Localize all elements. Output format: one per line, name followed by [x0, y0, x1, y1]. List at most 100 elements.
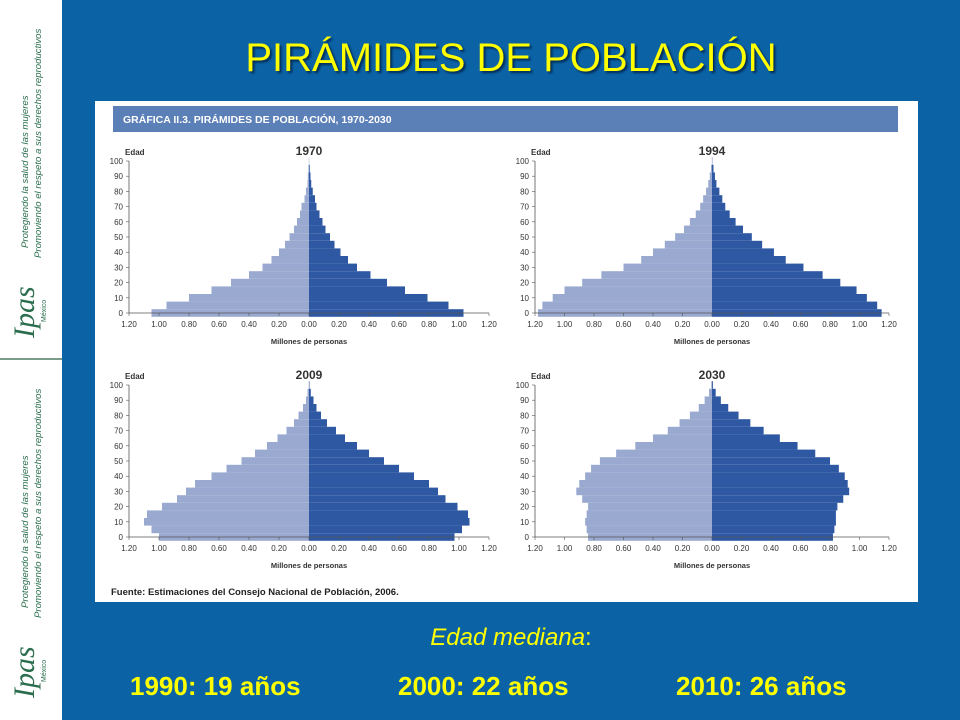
pyramid-bar-right	[712, 218, 736, 226]
pyramid-bar-left	[579, 480, 712, 488]
pyramid-bar-left	[271, 256, 309, 264]
pyramid-bar-right	[309, 263, 357, 272]
y-tick-label: 20	[114, 279, 123, 288]
pyramid-bar-left	[708, 180, 712, 188]
x-tick-label: 0.80	[421, 544, 437, 553]
pyramid-bar-left	[307, 180, 309, 188]
x-tick-label: 1.00	[451, 544, 467, 553]
pyramid-bar-left	[653, 248, 712, 256]
y-tick-label: 90	[114, 172, 123, 181]
pyramid-bar-left	[294, 419, 309, 427]
slide-title: PIRÁMIDES DE POBLACIÓN	[245, 36, 777, 80]
x-tick-label: 1.00	[557, 320, 573, 329]
x-tick-label: 1.20	[121, 544, 137, 553]
pyramid-bar-left	[675, 233, 713, 241]
pyramid-bar-left	[623, 263, 712, 272]
pyramid-bar-right	[309, 487, 438, 496]
pyramid-2009: 2009 Edad 0 10 20 30 40 50 60 70 80 90 100 1.20 1.00 0.…	[110, 368, 498, 570]
pyramid-bar-left	[542, 301, 713, 310]
y-tick-label: 40	[114, 472, 123, 481]
x-tick-label: 1.00	[852, 320, 868, 329]
y-tick-label: 30	[114, 263, 123, 272]
pyramid-bar-right	[309, 301, 449, 310]
pyramid-figure: GRÁFICA II.3. PIRÁMIDES DE POBLACIÓN, 19…	[110, 106, 898, 598]
y-tick-label: 100	[516, 381, 530, 390]
y-tick-label: 70	[520, 427, 529, 436]
ipas-logo: Ipas	[8, 286, 41, 338]
pyramid-bar-right	[712, 381, 713, 389]
x-tick-label: 0.40	[645, 544, 661, 553]
sidebar-block-bottom: Protegiendo la salud de las mujeres Prom…	[0, 360, 62, 720]
pyramid-bar-left	[709, 172, 712, 180]
pyramid-bar-right	[712, 301, 878, 310]
x-tick-label: 0.00	[301, 544, 317, 553]
pyramid-bar-right	[309, 172, 311, 180]
y-tick-label: 40	[520, 248, 529, 257]
x-tick-label: 0.00	[301, 320, 317, 329]
pyramid-bar-left	[241, 457, 309, 465]
pyramid-bar-left	[297, 218, 309, 226]
pyramid-bar-right	[712, 449, 816, 458]
pyramid-bar-right	[309, 396, 314, 404]
median-age-1990: 1990: 19 años	[130, 671, 301, 701]
pyramid-bar-right	[309, 195, 315, 203]
pyramid-bar-right	[309, 248, 341, 256]
x-tick-label: 0.80	[421, 320, 437, 329]
sidebar-tagline-1b: Protegiendo la salud de las mujeres	[20, 455, 31, 608]
pyramid-bar-right	[712, 396, 721, 404]
pyramid-bar-left	[709, 388, 712, 397]
pyramid-bar-right	[712, 510, 836, 518]
x-tick-label: 0.40	[361, 320, 377, 329]
figure-header-bar	[113, 106, 898, 132]
panel-xlabel: Millones de personas	[674, 337, 750, 346]
panel-xlabel: Millones de personas	[271, 337, 347, 346]
pyramid-bar-right	[712, 518, 836, 526]
pyramid-bar-left	[304, 195, 309, 203]
pyramid-bar-right	[309, 525, 462, 534]
y-tick-label: 40	[520, 472, 529, 481]
sidebar-divider	[0, 358, 62, 360]
pyramid-bar-left	[306, 187, 309, 196]
y-tick-label: 20	[520, 503, 529, 512]
pyramid-bar-right	[309, 202, 317, 211]
pyramid-bar-left	[279, 248, 309, 256]
pyramid-bar-right	[712, 388, 716, 397]
pyramid-bar-right	[712, 464, 839, 473]
x-tick-label: 0.40	[241, 320, 257, 329]
ipas-logo-sub-b: México	[41, 659, 48, 682]
pyramid-bar-left	[162, 502, 309, 511]
pyramid-bar-right	[309, 442, 357, 450]
pyramid-bar-left	[267, 442, 309, 450]
pyramid-bar-left	[301, 202, 309, 211]
pyramid-bar-right	[712, 411, 739, 420]
figure-header: GRÁFICA II.3. PIRÁMIDES DE POBLACIÓN, 19…	[123, 113, 392, 126]
pyramid-bar-right	[712, 263, 804, 272]
pyramid-bar-right	[309, 419, 327, 427]
y-tick-label: 10	[520, 294, 529, 303]
pyramid-bar-left	[616, 449, 713, 458]
pyramid-bar-left	[586, 525, 713, 534]
pyramid-bar-right	[309, 495, 446, 503]
pyramid-bar-left	[635, 442, 712, 450]
y-tick-label: 60	[520, 218, 529, 227]
pyramid-bar-left	[303, 404, 309, 412]
pyramid-bar-left	[591, 464, 712, 473]
median-age-2000: 2000: 22 años	[398, 671, 569, 701]
pyramid-bar-right	[712, 294, 867, 302]
pyramid-bar-right	[309, 294, 428, 302]
pyramid-bar-right	[309, 256, 348, 264]
pyramid-bar-left	[151, 525, 309, 534]
y-tick-label: 60	[114, 218, 123, 227]
x-tick-label: 0.40	[763, 320, 779, 329]
pyramid-bar-left	[186, 487, 309, 496]
x-tick-label: 0.20	[271, 320, 287, 329]
ipas-logo-b: Ipas	[8, 646, 41, 698]
pyramid-bar-right	[309, 388, 311, 397]
x-tick-label: 1.00	[852, 544, 868, 553]
pyramid-bar-right	[309, 164, 310, 173]
pyramid-bar-right	[712, 233, 752, 241]
pyramid-bar-left	[582, 495, 712, 503]
pyramid-bar-right	[712, 487, 850, 496]
panel-title: 1970	[296, 144, 323, 158]
